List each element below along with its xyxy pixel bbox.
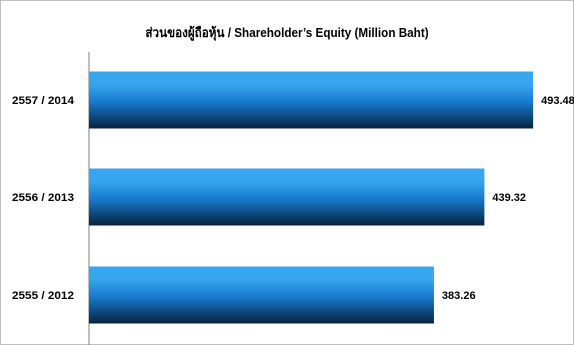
value-label-0: 493.48 — [541, 95, 574, 107]
bar-2 — [89, 266, 434, 324]
category-label-2: 2555 / 2012 — [12, 290, 74, 302]
bar-0 — [89, 71, 534, 129]
chart-title: ส่วนของผู้ถือหุ้น / Shareholder’s Equity… — [145, 25, 429, 40]
category-label-1: 2556 / 2013 — [12, 192, 74, 204]
bar-1 — [89, 168, 485, 226]
value-label-1: 439.32 — [492, 192, 526, 204]
category-label-0: 2557 / 2014 — [12, 95, 75, 107]
value-label-2: 383.26 — [442, 290, 476, 302]
